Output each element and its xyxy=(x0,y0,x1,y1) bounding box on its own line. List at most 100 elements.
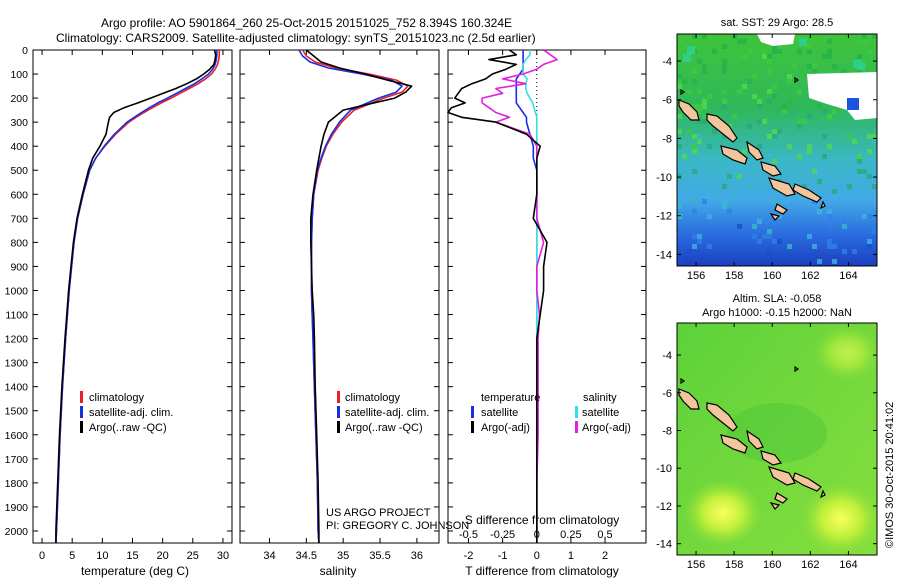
sst-pixel xyxy=(712,49,717,54)
lon-tick-label: 164 xyxy=(839,559,857,571)
depth-tick-label: 0 xyxy=(22,45,28,57)
sst-pixel xyxy=(702,199,707,204)
sst-pixel xyxy=(827,209,832,214)
depth-tick-label: 1200 xyxy=(5,334,29,346)
sst-pixel xyxy=(827,244,832,249)
sst-pixel xyxy=(872,139,877,144)
salinity-legend: climatology satellite-adj. clim. Argo(..… xyxy=(337,391,429,434)
sst-pixel xyxy=(687,129,692,134)
island-shape xyxy=(760,450,783,466)
sst-pixel xyxy=(737,224,742,229)
sst-pixel xyxy=(772,199,777,204)
island-shape xyxy=(767,466,796,486)
sst-pixel xyxy=(767,134,772,139)
sst-pixel xyxy=(677,114,682,119)
temperature-xlabel: temperature (deg C) xyxy=(81,564,189,578)
sst-pixel xyxy=(692,69,697,74)
sst-pixel xyxy=(697,139,702,144)
sst-pixel xyxy=(697,59,702,64)
sst-pixel xyxy=(722,69,727,74)
sst-pixel xyxy=(827,54,832,59)
sst-pixel xyxy=(747,49,752,54)
depth-tick-label: 900 xyxy=(10,261,28,273)
sst-pixel xyxy=(702,219,707,224)
s-diff-tick-label: 0.5 xyxy=(597,529,612,541)
sst-pixel xyxy=(677,74,682,79)
sst-pixel xyxy=(752,74,757,79)
sst-pixel xyxy=(727,209,732,214)
lon-tick-label: 164 xyxy=(839,270,857,282)
difference-legend: temperature salinity satellite Argo(-adj… xyxy=(471,392,631,434)
sst-pixel xyxy=(807,149,812,154)
sst-pixel xyxy=(832,189,837,194)
sst-pixel xyxy=(677,214,682,219)
sst-pixel xyxy=(812,244,817,249)
sst-pixel xyxy=(682,79,687,84)
sst-pixel xyxy=(832,259,837,264)
sst-pixel xyxy=(752,224,757,229)
sst-pixel xyxy=(772,134,777,139)
sst-pixel xyxy=(697,234,702,239)
salinity-profile-lines xyxy=(298,49,413,544)
depth-tick-label: 600 xyxy=(10,189,28,201)
sst-pixel xyxy=(752,234,757,239)
t-difference-xlabel: T difference from climatology xyxy=(465,564,619,578)
difference-panel-frame xyxy=(447,49,647,544)
lon-tick-label: 156 xyxy=(687,270,705,282)
sst-pixel xyxy=(857,62,865,70)
sst-pixel xyxy=(767,249,772,254)
sst-pixel xyxy=(787,99,792,104)
series-line-t-satellite xyxy=(515,50,538,543)
lat-tick-label: -10 xyxy=(656,463,672,475)
sst-pixel xyxy=(867,244,872,249)
sst-pixel xyxy=(842,224,847,229)
sst-pixel xyxy=(867,214,872,219)
sst-pixel xyxy=(782,109,787,114)
sst-pixel xyxy=(857,154,862,159)
sst-missing-data-cloud xyxy=(757,34,795,46)
sst-pixel xyxy=(777,49,782,54)
sst-pixel xyxy=(742,149,747,154)
sst-argo-marker-square xyxy=(847,98,859,110)
sst-pixel xyxy=(832,64,837,69)
sst-pixel xyxy=(737,174,742,179)
legend-argo-label: Argo(..raw -QC) xyxy=(345,422,423,434)
sst-pixel xyxy=(797,124,802,129)
s-difference-xlabel: S difference from climatology xyxy=(465,513,620,527)
sst-missing-data-cloud xyxy=(807,72,877,120)
sst-pixel xyxy=(772,84,777,89)
x-tick-label: 0 xyxy=(39,550,45,562)
lon-tick-label: 162 xyxy=(801,559,819,571)
lon-tick-label: 158 xyxy=(725,270,743,282)
lon-tick-label: 160 xyxy=(763,559,781,571)
sst-pixel xyxy=(852,249,857,254)
sla-high-anomaly xyxy=(813,325,877,381)
legend-climatology-label: climatology xyxy=(345,392,401,404)
sst-pixel xyxy=(862,34,867,39)
legend-satellite-label: satellite-adj. clim. xyxy=(89,407,173,419)
sst-pixel xyxy=(697,134,702,139)
sst-pixel xyxy=(832,109,837,114)
sst-pixel xyxy=(692,234,697,239)
lat-tick-label: -8 xyxy=(662,133,672,145)
sst-pixel xyxy=(822,154,827,159)
sst-pixel xyxy=(767,54,772,59)
sst-map xyxy=(677,34,877,266)
sst-pixel xyxy=(707,244,712,249)
sst-pixel xyxy=(847,184,852,189)
sst-pixel xyxy=(767,59,772,64)
sst-pixel xyxy=(702,64,707,69)
depth-axis: 0 100 200 300 400 500 600 700 800 900 1000 1100 1200… xyxy=(5,45,646,538)
legend-t-satellite-label: satellite xyxy=(481,407,518,419)
lat-tick-label: -14 xyxy=(656,539,672,551)
figure-title-line2: Climatology: CARS2009. Satellite-adjuste… xyxy=(56,31,536,45)
legend-t-argo-label: Argo(-adj) xyxy=(481,422,530,434)
sst-pixel xyxy=(842,219,847,224)
island-shape xyxy=(819,489,826,499)
sst-pixel xyxy=(757,104,762,109)
sst-pixel xyxy=(712,129,717,134)
depth-tick-label: 200 xyxy=(10,93,28,105)
sst-pixel xyxy=(732,114,737,119)
island-shape xyxy=(794,76,800,84)
